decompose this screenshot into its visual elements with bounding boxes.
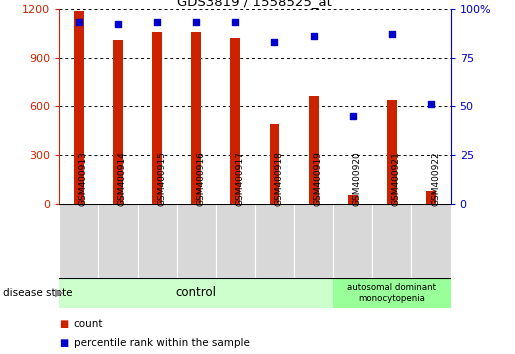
Point bbox=[310, 33, 318, 39]
Bar bbox=[59, 278, 333, 308]
Bar bbox=[216, 204, 255, 278]
Text: GSM400919: GSM400919 bbox=[314, 151, 322, 206]
Bar bbox=[269, 124, 279, 204]
Text: GSM400917: GSM400917 bbox=[235, 151, 244, 206]
Text: GSM400914: GSM400914 bbox=[118, 151, 127, 206]
Text: ▶: ▶ bbox=[55, 288, 64, 298]
Text: GSM400916: GSM400916 bbox=[196, 151, 205, 206]
Text: control: control bbox=[176, 286, 217, 299]
Bar bbox=[113, 40, 123, 204]
Point bbox=[349, 113, 357, 119]
Bar bbox=[191, 32, 201, 204]
Bar bbox=[255, 204, 294, 278]
Text: GSM400913: GSM400913 bbox=[79, 151, 88, 206]
Bar bbox=[333, 278, 451, 308]
Bar bbox=[411, 204, 451, 278]
Bar bbox=[372, 204, 411, 278]
Point bbox=[427, 101, 435, 107]
Bar bbox=[177, 204, 216, 278]
Bar bbox=[74, 11, 83, 204]
Bar bbox=[426, 192, 436, 204]
Bar bbox=[308, 96, 318, 204]
Point bbox=[270, 39, 279, 45]
Text: autosomal dominant
monocytopenia: autosomal dominant monocytopenia bbox=[348, 283, 436, 303]
Point bbox=[153, 19, 161, 25]
Text: ■: ■ bbox=[59, 319, 68, 329]
Point bbox=[388, 31, 396, 37]
Text: GSM400915: GSM400915 bbox=[157, 151, 166, 206]
Bar bbox=[138, 204, 177, 278]
Text: disease state: disease state bbox=[3, 288, 72, 298]
Text: GSM400918: GSM400918 bbox=[274, 151, 283, 206]
Bar bbox=[59, 204, 98, 278]
Bar bbox=[98, 204, 138, 278]
Text: count: count bbox=[74, 319, 103, 329]
Text: GSM400921: GSM400921 bbox=[392, 151, 401, 206]
Title: GDS3819 / 1558525_at: GDS3819 / 1558525_at bbox=[178, 0, 332, 8]
Bar bbox=[230, 38, 240, 204]
Text: percentile rank within the sample: percentile rank within the sample bbox=[74, 338, 250, 348]
Point bbox=[75, 19, 83, 25]
Point bbox=[114, 22, 122, 27]
Bar bbox=[333, 204, 372, 278]
Point bbox=[231, 19, 239, 25]
Bar bbox=[294, 204, 333, 278]
Text: ■: ■ bbox=[59, 338, 68, 348]
Bar bbox=[387, 100, 397, 204]
Bar bbox=[152, 32, 162, 204]
Text: GSM400920: GSM400920 bbox=[353, 151, 362, 206]
Text: GSM400922: GSM400922 bbox=[431, 151, 440, 206]
Point bbox=[192, 19, 200, 25]
Bar bbox=[348, 195, 357, 204]
